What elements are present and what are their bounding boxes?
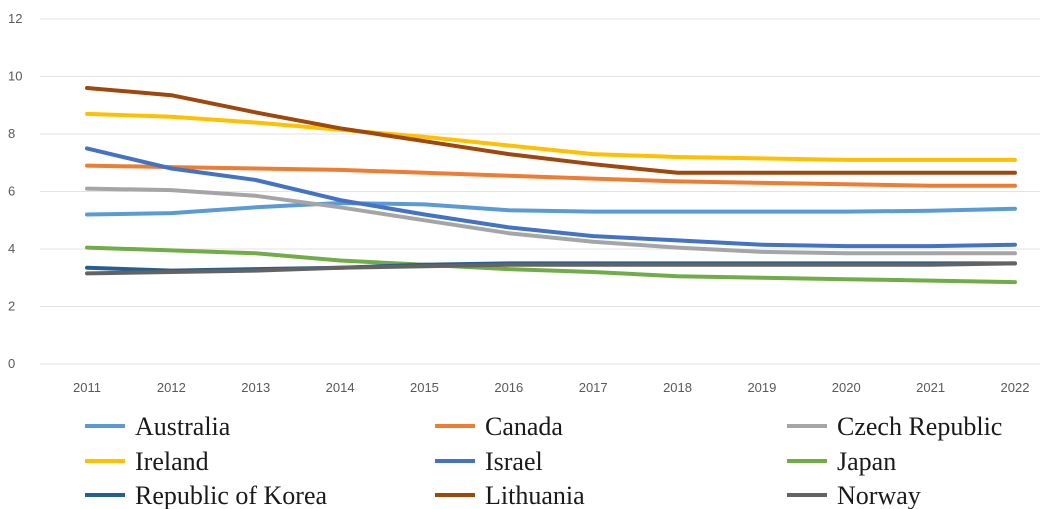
y-tick-label: 6 bbox=[8, 184, 15, 199]
series-line-czech-republic bbox=[85, 186, 1017, 256]
legend-item-lithuania: Lithuania bbox=[435, 481, 585, 509]
x-tick-label: 2014 bbox=[326, 380, 355, 395]
x-tick-label: 2021 bbox=[916, 380, 945, 395]
series-line-israel bbox=[85, 146, 1017, 249]
y-axis-ticks: 0 2 4 6 8 10 12 bbox=[8, 11, 22, 371]
legend-item-republic-of-korea: Republic of Korea bbox=[85, 481, 328, 509]
legend-label: Norway bbox=[837, 481, 921, 509]
x-tick-label: 2019 bbox=[747, 380, 776, 395]
x-tick-label: 2013 bbox=[241, 380, 270, 395]
legend-item-norway: Norway bbox=[787, 481, 921, 509]
series-line-japan bbox=[85, 245, 1017, 285]
x-tick-label: 2015 bbox=[410, 380, 439, 395]
legend-item-canada: Canada bbox=[435, 412, 563, 441]
series-line-canada bbox=[85, 163, 1017, 188]
series-line-norway bbox=[85, 261, 1017, 276]
legend-label: Republic of Korea bbox=[135, 481, 328, 509]
x-tick-label: 2018 bbox=[663, 380, 692, 395]
y-tick-label: 2 bbox=[8, 299, 15, 314]
legend-label: Japan bbox=[837, 447, 896, 476]
legend: Australia Canada Czech Republic Ireland Isra… bbox=[85, 412, 1002, 509]
legend-label: Israel bbox=[485, 447, 543, 476]
series-line-lithuania bbox=[85, 86, 1017, 175]
y-tick-label: 0 bbox=[8, 356, 15, 371]
legend-item-ireland: Ireland bbox=[85, 447, 209, 476]
legend-label: Czech Republic bbox=[837, 412, 1002, 441]
legend-item-czech-republic: Czech Republic bbox=[787, 412, 1002, 441]
legend-item-australia: Australia bbox=[85, 412, 231, 441]
x-tick-label: 2012 bbox=[157, 380, 186, 395]
x-tick-label: 2020 bbox=[832, 380, 861, 395]
x-tick-label: 2017 bbox=[579, 380, 608, 395]
x-tick-label: 2011 bbox=[73, 380, 101, 395]
series-line-ireland bbox=[85, 111, 1017, 162]
legend-item-israel: Israel bbox=[435, 447, 543, 476]
series-line-australia bbox=[85, 201, 1017, 217]
y-tick-label: 12 bbox=[8, 11, 22, 26]
y-tick-label: 10 bbox=[8, 69, 22, 84]
x-tick-label: 2022 bbox=[1001, 380, 1030, 395]
legend-label: Canada bbox=[485, 412, 563, 441]
legend-label: Australia bbox=[135, 412, 231, 441]
y-tick-label: 4 bbox=[8, 241, 15, 256]
legend-label: Lithuania bbox=[485, 481, 585, 509]
x-axis-ticks: 2011 2012 2013 2014 2015 2016 2017 2018 2019 2020… bbox=[73, 380, 1029, 395]
y-tick-label: 8 bbox=[8, 126, 15, 141]
series-lines bbox=[85, 86, 1017, 285]
legend-item-japan: Japan bbox=[787, 447, 896, 476]
legend-label: Ireland bbox=[135, 447, 209, 476]
x-tick-label: 2016 bbox=[494, 380, 523, 395]
